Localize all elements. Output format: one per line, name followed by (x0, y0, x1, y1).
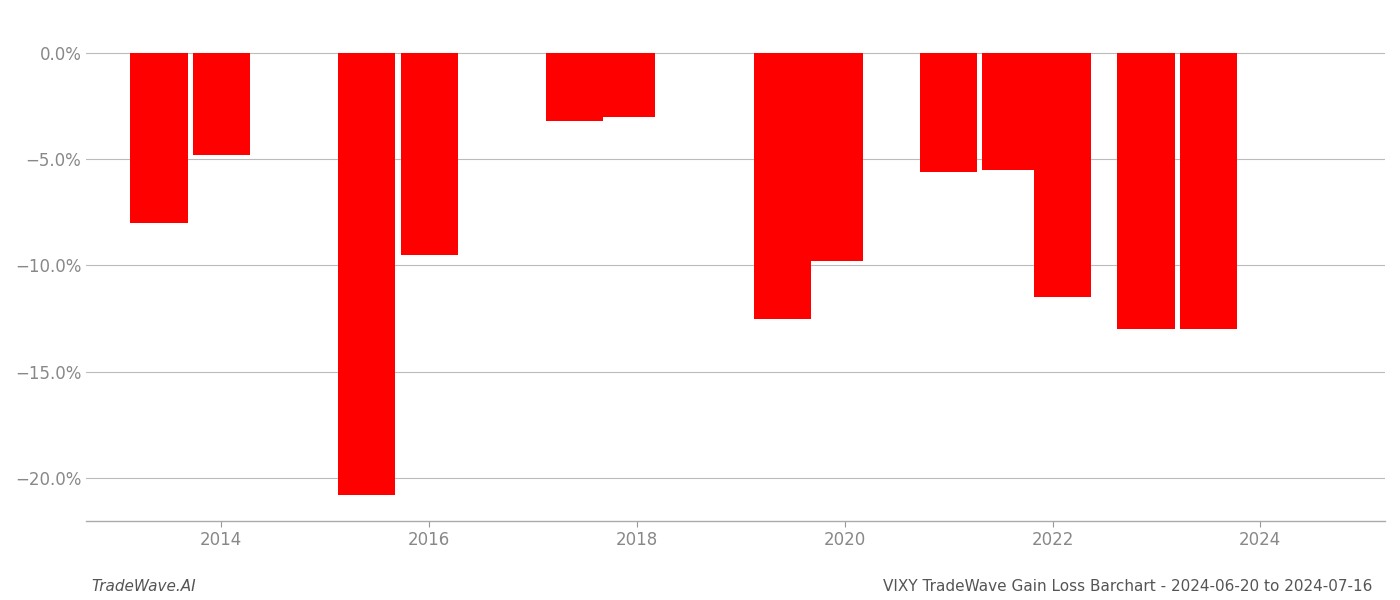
Bar (598, 53, 655, 116)
Text: TradeWave.AI: TradeWave.AI (91, 579, 196, 594)
Bar (193, 53, 249, 155)
Bar (400, 53, 458, 255)
Bar (130, 53, 188, 223)
Bar (1180, 53, 1238, 329)
Bar (1035, 53, 1092, 298)
Bar (920, 53, 977, 172)
Bar (1117, 53, 1175, 329)
Text: VIXY TradeWave Gain Loss Barchart - 2024-06-20 to 2024-07-16: VIXY TradeWave Gain Loss Barchart - 2024… (882, 579, 1372, 594)
Bar (753, 53, 811, 319)
Bar (339, 53, 395, 495)
Bar (546, 53, 603, 121)
Bar (806, 53, 862, 261)
Bar (983, 53, 1040, 170)
